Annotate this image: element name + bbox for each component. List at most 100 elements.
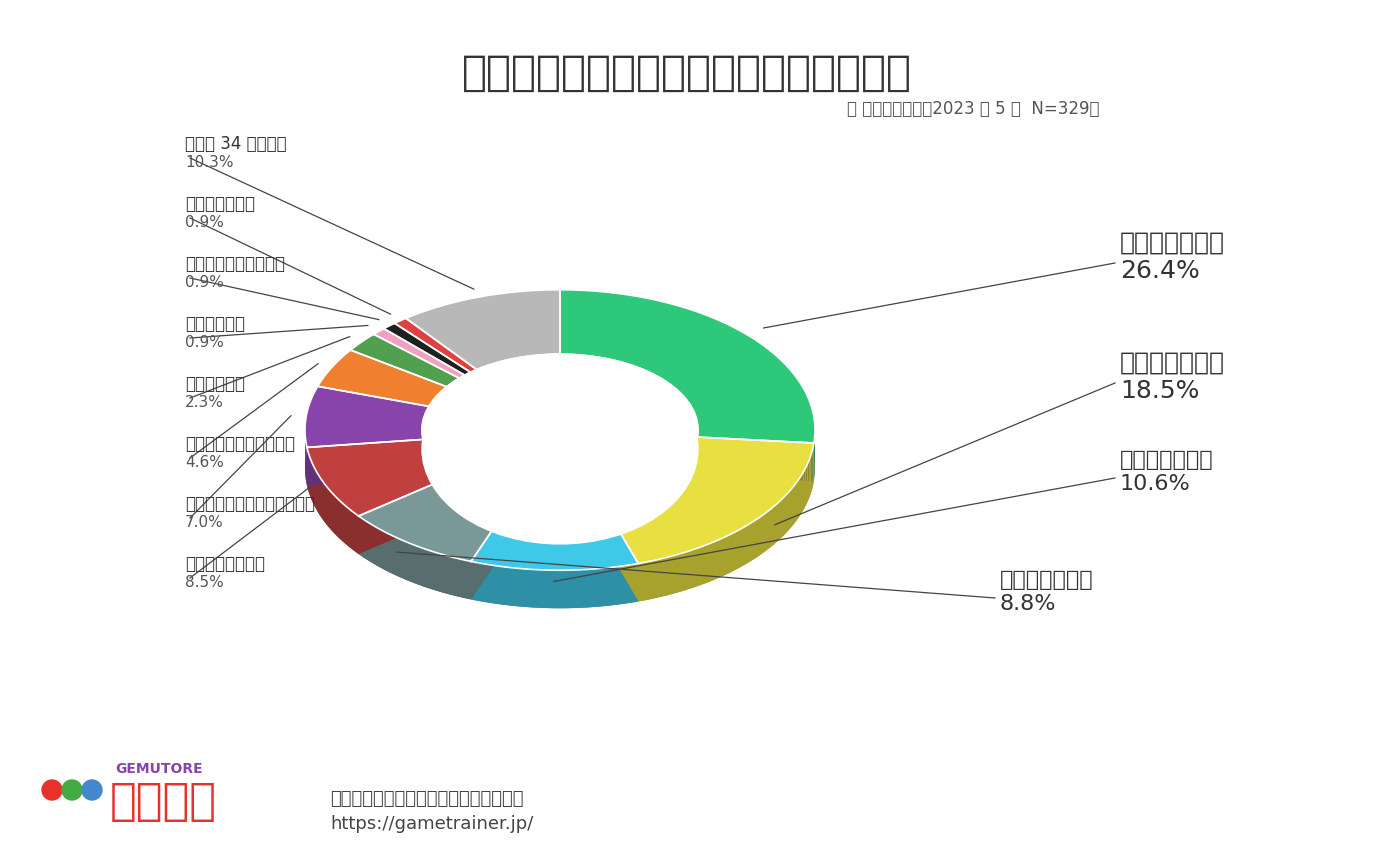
Text: 8.5%: 8.5% — [186, 575, 224, 590]
Polygon shape — [439, 553, 441, 592]
Polygon shape — [588, 504, 591, 542]
Polygon shape — [587, 570, 591, 608]
Text: モンスターストライク: モンスターストライク — [186, 255, 285, 273]
Text: 0.9%: 0.9% — [186, 335, 224, 350]
Polygon shape — [571, 506, 572, 544]
Polygon shape — [500, 499, 503, 537]
Polygon shape — [535, 570, 539, 608]
Polygon shape — [602, 475, 814, 602]
Circle shape — [43, 780, 62, 800]
Polygon shape — [747, 523, 752, 564]
Text: 顔の見える先生から、ゲームを学ぼう。: 顔の見える先生から、ゲームを学ぼう。 — [330, 790, 524, 808]
Polygon shape — [615, 499, 617, 538]
Polygon shape — [598, 502, 600, 541]
Polygon shape — [334, 495, 336, 535]
Polygon shape — [380, 530, 382, 569]
Polygon shape — [356, 514, 359, 554]
Polygon shape — [402, 540, 404, 579]
Text: ロブロックス: ロブロックス — [186, 315, 245, 333]
Polygon shape — [307, 439, 451, 516]
Polygon shape — [337, 498, 340, 538]
Polygon shape — [639, 490, 642, 530]
Polygon shape — [461, 559, 465, 598]
Polygon shape — [374, 329, 465, 378]
Polygon shape — [468, 561, 472, 599]
Polygon shape — [378, 528, 380, 568]
Polygon shape — [562, 506, 565, 544]
Polygon shape — [736, 529, 741, 570]
Polygon shape — [484, 493, 485, 532]
Polygon shape — [569, 570, 573, 608]
Text: 26.4%: 26.4% — [1121, 259, 1200, 283]
Text: https://gametrainer.jp/: https://gametrainer.jp/ — [330, 815, 534, 833]
Polygon shape — [617, 566, 622, 604]
Text: 18.5%: 18.5% — [1121, 379, 1199, 403]
Polygon shape — [600, 502, 602, 541]
Polygon shape — [664, 479, 667, 518]
Polygon shape — [476, 562, 480, 601]
Polygon shape — [693, 547, 700, 587]
Ellipse shape — [422, 354, 698, 544]
Text: 2.3%: 2.3% — [186, 395, 224, 410]
Polygon shape — [544, 506, 546, 543]
Polygon shape — [782, 495, 786, 536]
Polygon shape — [565, 570, 569, 609]
Polygon shape — [382, 531, 385, 570]
Text: （ ゲムトレ調査：2023 年 5 月  N=329）: （ ゲムトレ調査：2023 年 5 月 N=329） — [847, 100, 1100, 118]
Polygon shape — [630, 564, 634, 603]
Polygon shape — [473, 489, 474, 528]
Polygon shape — [638, 562, 645, 602]
Polygon shape — [557, 570, 561, 609]
Polygon shape — [341, 502, 342, 541]
Polygon shape — [609, 567, 613, 606]
Polygon shape — [422, 548, 426, 587]
Polygon shape — [351, 372, 459, 425]
Polygon shape — [584, 505, 586, 543]
Polygon shape — [348, 508, 351, 547]
Polygon shape — [575, 505, 578, 543]
Polygon shape — [602, 437, 814, 564]
Polygon shape — [617, 498, 622, 537]
Polygon shape — [543, 570, 547, 608]
Polygon shape — [385, 532, 388, 571]
Polygon shape — [472, 502, 638, 570]
Polygon shape — [367, 522, 370, 562]
Polygon shape — [712, 540, 719, 581]
Polygon shape — [432, 552, 434, 590]
Polygon shape — [404, 541, 407, 581]
Polygon shape — [522, 503, 525, 541]
Polygon shape — [572, 506, 575, 544]
Polygon shape — [462, 484, 465, 523]
Polygon shape — [678, 468, 681, 507]
Text: ポケモンシリーズ: ポケモンシリーズ — [186, 555, 265, 573]
Polygon shape — [480, 563, 484, 602]
Polygon shape — [579, 570, 583, 608]
Polygon shape — [384, 361, 470, 413]
Polygon shape — [521, 503, 522, 541]
Polygon shape — [429, 550, 432, 589]
Polygon shape — [778, 499, 782, 541]
Polygon shape — [671, 473, 674, 513]
Polygon shape — [509, 568, 513, 606]
Polygon shape — [345, 505, 346, 545]
Polygon shape — [411, 544, 414, 583]
Polygon shape — [359, 516, 360, 556]
Polygon shape — [477, 490, 478, 530]
Polygon shape — [472, 562, 476, 600]
Polygon shape — [514, 502, 517, 540]
Polygon shape — [685, 461, 686, 502]
Polygon shape — [626, 565, 630, 604]
Polygon shape — [426, 549, 429, 588]
Polygon shape — [653, 559, 660, 598]
Polygon shape — [660, 558, 667, 597]
Polygon shape — [478, 491, 481, 530]
Polygon shape — [481, 492, 483, 530]
Polygon shape — [307, 478, 451, 554]
Circle shape — [82, 780, 102, 800]
Text: 10.3%: 10.3% — [186, 155, 234, 170]
Polygon shape — [756, 516, 762, 558]
Polygon shape — [622, 565, 626, 604]
Polygon shape — [318, 350, 447, 406]
Polygon shape — [635, 492, 639, 531]
Polygon shape — [505, 500, 506, 538]
